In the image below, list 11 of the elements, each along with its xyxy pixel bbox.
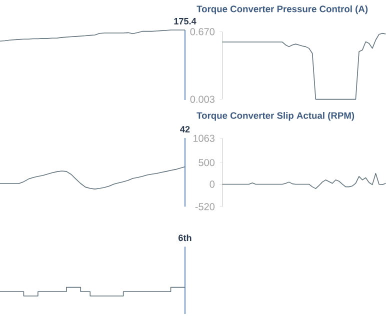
y-tick-label: 0.670 <box>190 28 215 36</box>
y-tick-label: 0.003 <box>190 96 214 103</box>
chart-title: Torque Converter Slip Actual (RPM) <box>196 112 354 121</box>
y-tick-label: 0 <box>210 180 215 188</box>
text: 175.4 <box>174 18 196 24</box>
chart-title: Torque Converter Pressure Control (A) <box>196 5 368 14</box>
text: 6th <box>178 234 192 242</box>
y-tick-label: -520 <box>195 203 215 210</box>
y-tick-label: 1063 <box>193 134 214 142</box>
text: 42 <box>180 126 190 132</box>
y-tick-label: 500 <box>198 159 215 166</box>
